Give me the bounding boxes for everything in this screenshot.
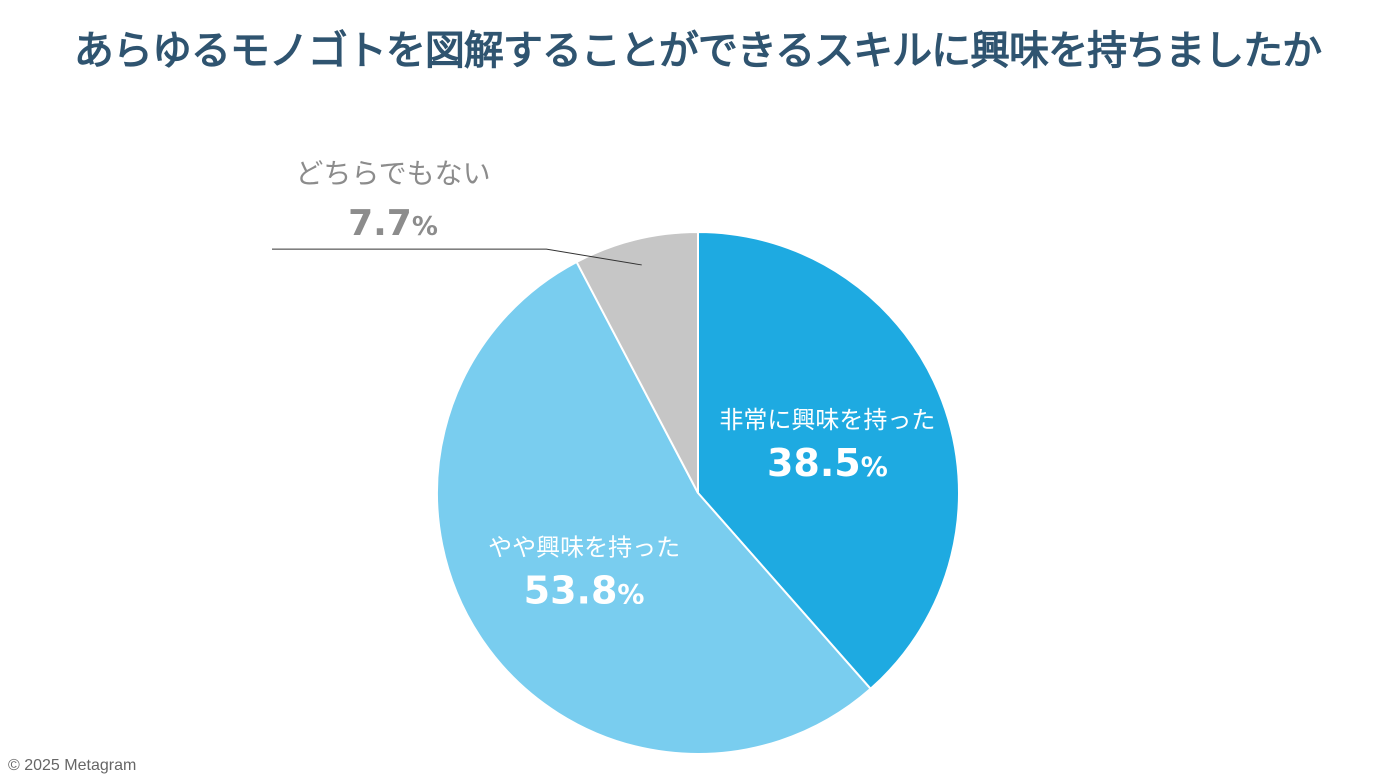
slice-value-1: 38.5% xyxy=(767,441,888,485)
pie-slice-1 xyxy=(697,230,960,691)
slice-label-1: 非常に興味を持った xyxy=(719,406,935,434)
slice-value-2: 53.8% xyxy=(524,568,645,612)
pie-slice-2 xyxy=(436,260,873,755)
pie-slice-3 xyxy=(575,230,699,494)
chart-title: あらゆるモノゴトを図解することができるスキルに興味を持ちましたか xyxy=(73,28,1322,74)
leader-line-3 xyxy=(272,248,642,266)
slice-label-2: やや興味を持った xyxy=(488,533,680,561)
slice-label-3: どちらでもない xyxy=(295,157,490,190)
copyright-text: © 2025 Metagram xyxy=(8,757,137,774)
slice-value-3: 7.7% xyxy=(348,203,438,244)
